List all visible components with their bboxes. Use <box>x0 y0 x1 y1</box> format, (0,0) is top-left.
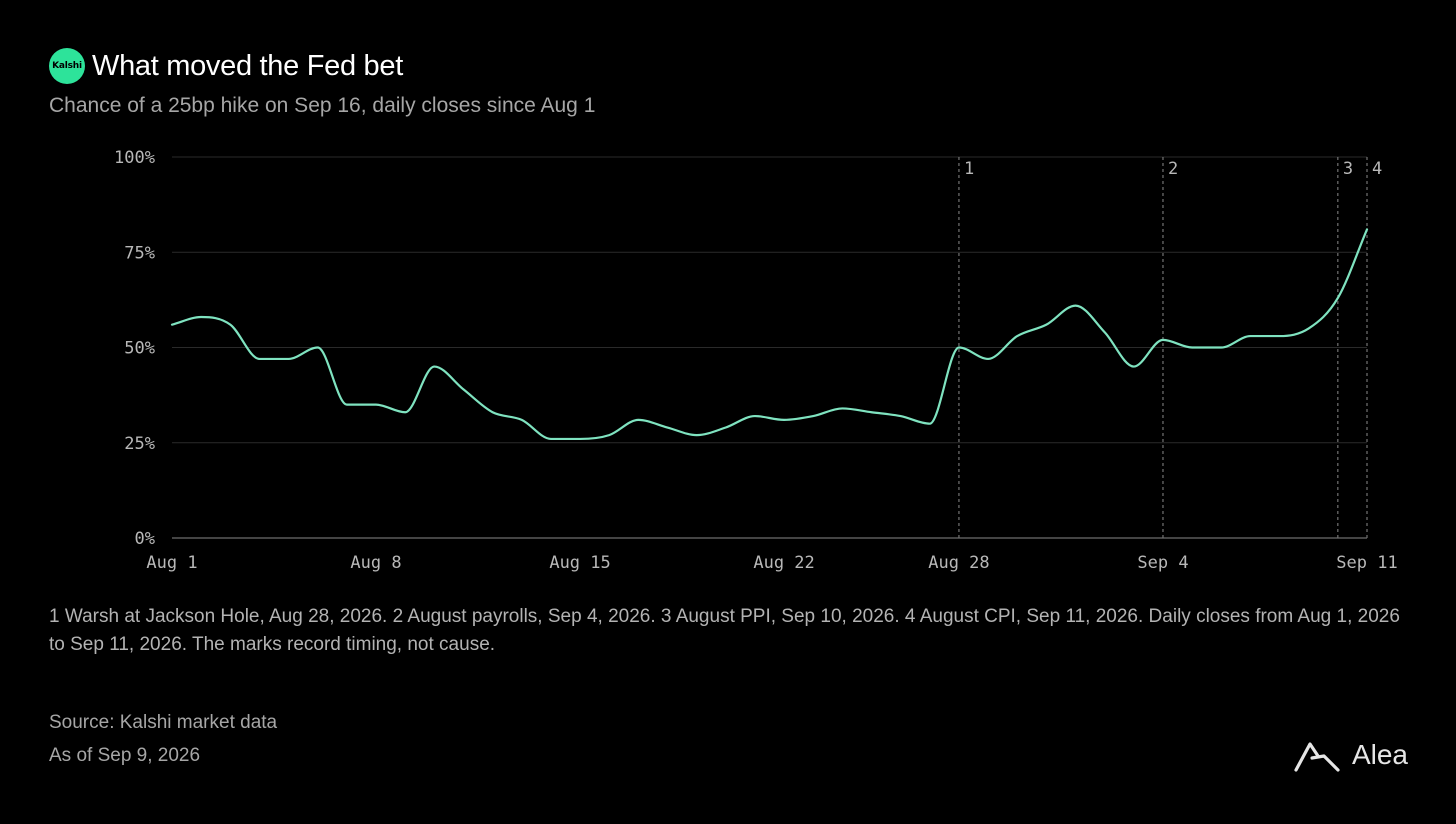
chart-title: What moved the Fed bet <box>92 49 403 82</box>
data-point <box>229 324 231 326</box>
x-tick-label: Aug 8 <box>350 553 401 573</box>
alea-logo-text: Alea <box>1351 739 1408 770</box>
event-marker-label: 1 <box>964 159 974 179</box>
event-marker-label: 3 <box>1343 159 1353 179</box>
y-tick-label: 25% <box>124 434 155 454</box>
alea-logo: Alea <box>1294 738 1408 772</box>
event-marker-label: 4 <box>1372 159 1382 179</box>
data-point <box>375 404 377 406</box>
data-point <box>725 427 727 429</box>
source-note: Source: Kalshi market data <box>49 712 278 733</box>
alea-logo-icon <box>1294 742 1340 772</box>
data-point <box>871 411 873 413</box>
x-tick-label: Sep 11 <box>1336 553 1397 573</box>
data-point <box>492 411 494 413</box>
chart-footnote: 1 Warsh at Jackson Hole, Aug 28, 2026. 2… <box>49 606 1400 655</box>
series-line <box>170 228 1369 441</box>
data-point <box>1162 339 1164 341</box>
kalshi-logo-badge: Kalshi <box>49 48 85 84</box>
data-point <box>550 438 552 440</box>
x-tick-label: Aug 22 <box>753 553 814 573</box>
y-tick-label: 50% <box>124 339 155 359</box>
series-layer <box>170 228 1369 441</box>
tick-labels: 0% 25% 50% 75% 100% Aug 1 Aug 8 Aug 15 Aug 22 Aug… <box>114 148 1398 573</box>
data-point <box>171 324 173 326</box>
data-point <box>1220 347 1222 349</box>
data-point <box>958 347 960 349</box>
data-point <box>579 438 581 440</box>
data-point <box>841 407 843 409</box>
data-point <box>258 358 260 360</box>
data-point <box>1191 347 1193 349</box>
data-point <box>754 415 756 417</box>
data-point <box>987 358 989 360</box>
y-tick-label: 75% <box>124 243 155 263</box>
x-tick-label: Aug 15 <box>549 553 610 573</box>
data-point <box>1016 335 1018 337</box>
chart-subtitle: Chance of a 25bp hike on Sep 16, daily c… <box>49 94 596 117</box>
x-tick-label: Aug 1 <box>146 553 197 573</box>
x-tick-label: Sep 4 <box>1137 553 1188 573</box>
data-point <box>666 427 668 429</box>
data-point <box>783 419 785 421</box>
data-point <box>462 388 464 390</box>
as-of-note: As of Sep 9, 2026 <box>49 745 201 766</box>
data-point <box>1366 228 1368 230</box>
y-tick-label: 100% <box>114 148 155 168</box>
data-point <box>1337 297 1339 299</box>
data-point <box>637 419 639 421</box>
data-point <box>288 358 290 360</box>
data-point <box>1075 305 1077 307</box>
data-point <box>200 316 202 318</box>
data-point <box>1133 366 1135 368</box>
data-point <box>812 415 814 417</box>
data-point <box>900 415 902 417</box>
x-tick-label: Aug 28 <box>928 553 989 573</box>
data-point <box>521 419 523 421</box>
data-point <box>1279 335 1281 337</box>
y-tick-label: 0% <box>135 529 155 549</box>
event-marker-label: 2 <box>1168 159 1178 179</box>
data-point <box>1308 327 1310 329</box>
data-point <box>404 411 406 413</box>
data-point <box>317 347 319 349</box>
data-point <box>608 434 610 436</box>
data-point <box>929 423 931 425</box>
data-point <box>433 366 435 368</box>
data-point <box>1045 324 1047 326</box>
data-point <box>1104 331 1106 333</box>
chart-header: Kalshi What moved the Fed bet <box>49 48 403 84</box>
data-point <box>346 404 348 406</box>
grid-layer <box>172 156 1367 444</box>
data-point <box>1249 335 1251 337</box>
data-point <box>696 434 698 436</box>
